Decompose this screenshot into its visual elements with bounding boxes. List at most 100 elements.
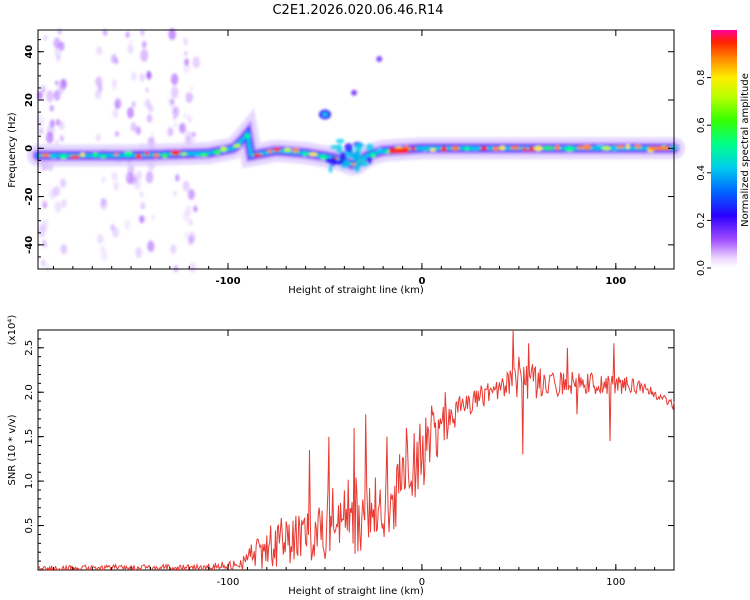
spectrogram-peak-segment xyxy=(388,148,409,154)
spectrogram-noise-speck xyxy=(139,215,145,224)
spectrogram-noise-speck xyxy=(100,245,106,254)
spectrogram-noise-speck xyxy=(57,83,65,95)
snr-y-tick-label: 2.5 xyxy=(24,340,35,356)
spectrogram-ridge-blob xyxy=(220,146,227,152)
spectrogram-ridge-blob xyxy=(464,146,470,151)
spectrogram-ridge-blob xyxy=(510,145,520,150)
spectrogram-noise-speck xyxy=(111,82,117,91)
spectrogram-noise-speck xyxy=(49,188,57,200)
spectrogram-noise-speck xyxy=(58,120,65,131)
spectrogram-ridge-blob xyxy=(124,151,133,157)
spectrogram-noise-speck xyxy=(188,218,193,227)
spectrogram-noise-speck xyxy=(55,80,59,86)
spectrogram-noise-speck xyxy=(140,49,149,62)
spectrogram-ridge-blob xyxy=(144,151,150,156)
colorbar-tick-label: 0.4 xyxy=(696,165,707,181)
spectrogram-ridge-blob xyxy=(422,148,429,152)
snr-x-label: Height of straight line (km) xyxy=(288,586,424,597)
spectrogram-noise-speck xyxy=(59,178,67,188)
spectrogram-noise-speck xyxy=(43,34,48,41)
spectrogram-ridge-blob xyxy=(534,145,543,152)
spectrogram-x-tick-label: -100 xyxy=(216,276,241,287)
spectrogram-noise-speck xyxy=(115,131,119,137)
spectrogram-x-label: Height of straight line (km) xyxy=(288,285,424,296)
spectrogram-noise-speck xyxy=(58,41,65,51)
spectrogram-noise-speck xyxy=(125,171,134,185)
spectrogram-noise-speck xyxy=(41,259,46,267)
spectrogram-ridge-blob xyxy=(99,155,107,159)
spectrogram-noise-speck xyxy=(97,234,104,245)
spectrogram-ridge-blob xyxy=(92,152,99,158)
spectrogram-noise-speck xyxy=(170,244,177,254)
snr-y-tick-label: 0.5 xyxy=(24,518,35,534)
spectrogram-noise-speck xyxy=(61,199,67,208)
spectrogram-y-tick-label: 40 xyxy=(24,45,35,59)
colorbar-ticks: 0.0 0.2 0.4 0.6 0.8 xyxy=(696,70,711,276)
spectrogram-ridge-blob xyxy=(60,153,67,160)
spectrogram-noise-speck xyxy=(112,226,120,238)
colorbar-tick-label: 0.2 xyxy=(696,212,707,228)
spectrogram-noise-speck xyxy=(151,214,155,221)
spectrogram-noise-speck xyxy=(135,247,143,258)
spectrogram-y-tick-label: -20 xyxy=(24,188,35,206)
spectrogram-noise-speck xyxy=(54,201,62,213)
spectrogram-ridge-blob xyxy=(601,145,612,151)
spectrogram-noise-speck xyxy=(95,76,103,88)
spectrogram-broad-blob xyxy=(344,143,353,153)
spectrogram-noise-speck xyxy=(190,94,194,100)
spectrogram-broad-blob xyxy=(365,143,375,152)
spectrogram-ridge-blob xyxy=(429,148,437,152)
colorbar-label: Normalized spectral amplitude xyxy=(740,73,750,227)
spectrogram-noise-speck xyxy=(125,31,130,38)
spectrogram-ridge-blob xyxy=(70,155,80,159)
spectrogram-ridge-blob xyxy=(480,146,488,151)
spectrogram-ridge-blob xyxy=(153,153,160,158)
snr-multiplier: (x10⁴) xyxy=(7,315,18,346)
spectrogram-ridge-blob xyxy=(232,144,241,148)
spectrogram-x-tick-label: 100 xyxy=(605,276,626,287)
spectrogram-broad-blob xyxy=(339,151,347,159)
spectrogram-ridge-blob xyxy=(581,144,592,150)
spectrogram-noise-speck xyxy=(131,101,136,108)
spectrogram-noise-speck xyxy=(147,240,155,253)
spectrogram-broad-blob xyxy=(328,164,333,173)
spectrogram-y-label: Frequency (Hz) xyxy=(7,112,18,188)
spectrogram-noise-speck xyxy=(190,86,194,92)
spectrogram-ridge-blob xyxy=(80,152,85,157)
spectrogram-noise-speck xyxy=(39,127,44,135)
spectrogram-noise-speck xyxy=(114,58,119,65)
spectrogram-upper-feature xyxy=(376,55,383,62)
spectrogram-ridge-blob xyxy=(543,146,553,150)
spectrogram-noise-speck xyxy=(45,131,54,144)
spectrogram-noise-speck xyxy=(184,50,188,57)
spectrogram-ridge-blob xyxy=(499,145,506,151)
spectrogram-noise-speck xyxy=(54,46,62,59)
spectrogram-x-tick-label: 0 xyxy=(418,276,425,287)
spectrogram-panel: -100 0 100 -40 -20 0 20 40 Height of straight l… xyxy=(7,27,685,296)
spectrogram-noise-speck xyxy=(139,73,145,82)
spectrogram-broad-blob xyxy=(367,156,373,165)
spectrogram-noise-speck xyxy=(101,176,106,183)
spectrogram-noise-speck xyxy=(135,126,141,135)
colorbar-tick-label: 0.8 xyxy=(696,70,707,86)
spectrogram-noise-speck xyxy=(53,37,61,49)
spectrogram-ridge-blob xyxy=(625,144,630,149)
spectrogram-ridge-blob xyxy=(302,151,308,157)
spectrogram-noise-speck xyxy=(187,115,192,123)
spectrogram-ridge-blob xyxy=(135,153,142,159)
spectrogram-noise-speck xyxy=(127,44,134,54)
spectrogram-ridge-blob xyxy=(41,153,51,158)
snr-y-tick-label: 1.0 xyxy=(24,473,35,489)
spectrogram-ridge-blob xyxy=(214,149,221,155)
spectrogram-noise-speck xyxy=(168,27,176,40)
spectrogram-noise-speck xyxy=(146,70,152,79)
spectrogram-noise-speck xyxy=(112,108,119,119)
spectrogram-noise-speck xyxy=(111,171,118,181)
spectrogram-noise-speck xyxy=(170,86,179,99)
chart-title: C2E1.2026.020.06.46.R14 xyxy=(272,3,443,18)
spectrogram-noise-speck xyxy=(126,107,134,119)
spectrogram-noise-speck xyxy=(135,170,142,181)
spectrogram-ridge-blob xyxy=(194,151,201,157)
spectrogram-broad-blob xyxy=(344,158,350,169)
